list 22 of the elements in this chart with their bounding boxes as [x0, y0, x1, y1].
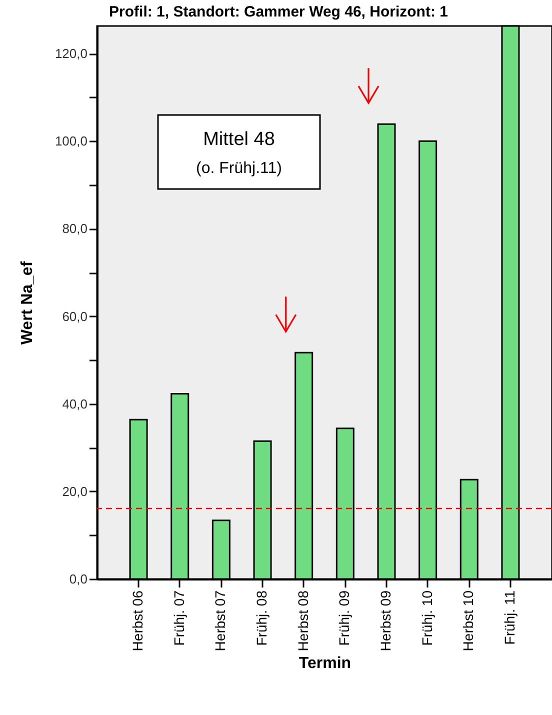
x-tick-label: Herbst 10: [460, 590, 476, 652]
x-tick-label: Herbst 07: [212, 590, 228, 652]
x-tick-label: Herbst 06: [130, 590, 146, 652]
y-axis-title: Wert Na_ef: [18, 260, 36, 345]
x-tick-label: Herbst 09: [377, 590, 394, 652]
x-tick-label: Frühj. 08: [254, 590, 270, 646]
y-tick-label: 100,0: [54, 134, 88, 149]
y-tick-label: 60,0: [62, 308, 88, 324]
y-tick-label: 0,0: [69, 572, 88, 586]
y-tick-label: 40,0: [62, 396, 88, 412]
annotation: (o. Frühj.11): [196, 160, 282, 177]
x-axis-title: Termin: [298, 655, 352, 672]
y-tick-label: 80,0: [62, 221, 88, 236]
y-tick-label: 120,0: [54, 46, 88, 62]
x-tick-label: Frühj. 07: [170, 590, 187, 646]
x-tick-label: Frühj. 09: [336, 590, 352, 646]
y-tick-label: 20,0: [62, 484, 88, 499]
annotation: Mittel 48: [203, 129, 275, 150]
x-tick-label: Herbst 08: [294, 590, 311, 652]
x-tick-label: Frühj. 10: [418, 590, 435, 646]
chart-title: Profil: 1, Standort: Gammer Weg 46, Horizont: 1: [109, 3, 448, 20]
x-tick-label: Frühj. 11: [501, 590, 518, 645]
